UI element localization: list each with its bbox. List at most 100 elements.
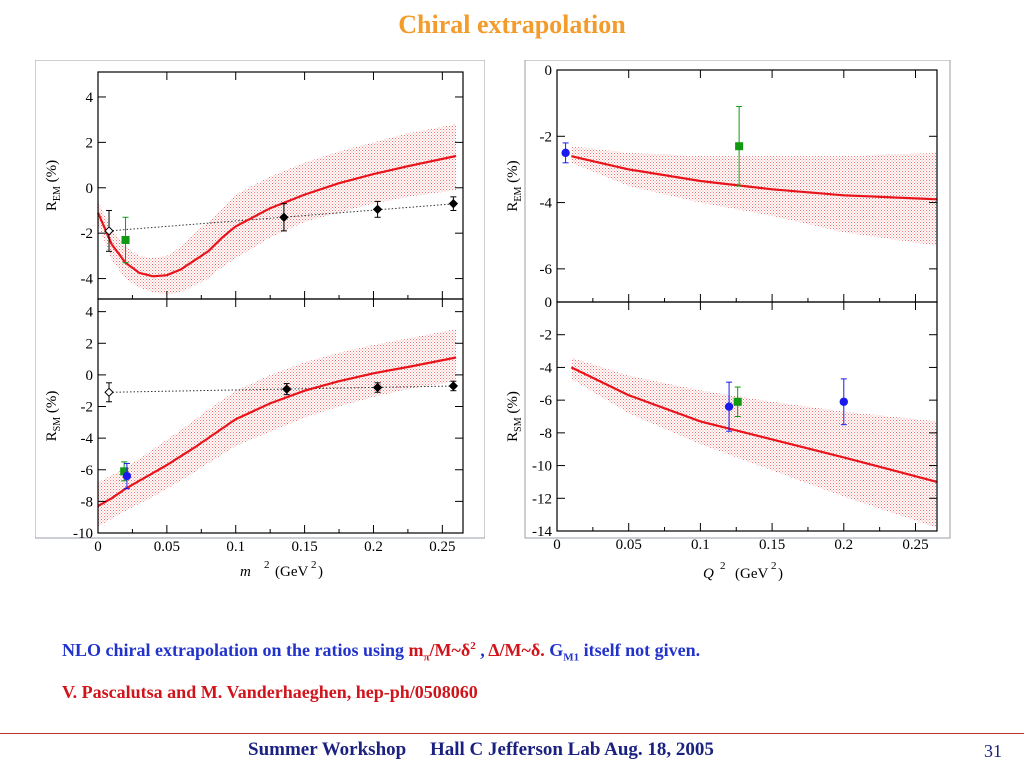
y-tick-label: 2: [86, 135, 94, 151]
figure-right-frame: [524, 60, 951, 539]
y-tick-label: 0: [545, 63, 553, 79]
x-tick-label: 0.15: [759, 537, 785, 553]
slide-title: Chiral extrapolation: [398, 10, 626, 39]
y-tick-label: -10: [73, 526, 93, 542]
y-tick-label: 4: [86, 305, 94, 321]
y-axis-label: REM (%): [44, 160, 63, 211]
data-point-square: [733, 397, 742, 406]
data-point-square: [735, 142, 744, 151]
x-tick-label: 0.2: [834, 537, 853, 553]
x-axis-close: ): [318, 564, 323, 580]
x-tick-label: 0: [94, 539, 102, 555]
y-tick-label: -12: [532, 491, 552, 507]
y-tick-label: 4: [86, 90, 94, 106]
data-point-circle: [561, 148, 570, 158]
footer-text: Summer Workshop Hall C Jefferson Lab Aug…: [248, 739, 714, 760]
y-tick-label: 0: [545, 295, 553, 311]
data-point-square: [120, 467, 129, 476]
figure-left: -4 -2 0 2 4 REM (%) -10 -8 -6 -4 -2 0 2 4 0 0.05 0.1 0.1…: [35, 60, 485, 580]
y-tick-label: -4: [81, 431, 94, 447]
y-tick-label: -2: [540, 328, 553, 344]
y-tick-label: 0: [86, 368, 94, 384]
nlo-curve: [97, 356, 457, 508]
y-tick-label: -2: [81, 400, 94, 416]
x-axis-unit: (GeV: [275, 564, 308, 580]
nlo-curve: [570, 366, 938, 483]
plot-frame: [556, 301, 938, 532]
data-point-diamond: [279, 212, 289, 222]
y-tick-label: -6: [81, 463, 94, 479]
plot-frame: [97, 298, 464, 534]
x-tick-label: 0.1: [691, 537, 710, 553]
figure-right: -6 -4 -2 0 REM (%) -14 -12 -10 -8 -6 -4 -2 0 0 0.05 0.…: [505, 60, 951, 582]
y-axis-label: RSM (%): [505, 391, 524, 442]
y-axis-label: REM (%): [505, 160, 524, 211]
uncertainty-band: [571, 357, 937, 528]
y-tick-label: -8: [81, 494, 94, 510]
x-tick-label: 0.05: [154, 539, 180, 555]
x-axis-label-right: Q 2 (GeV 2 ): [703, 560, 783, 582]
data-point-diamond: [104, 226, 114, 236]
caption-delta: Δ/M~δ.: [488, 640, 545, 660]
uncertainty-band: [98, 124, 457, 295]
x-tick-label: 0.25: [429, 539, 455, 555]
nlo-curve: [571, 155, 938, 201]
x-axis-unit: (GeV: [735, 566, 768, 582]
x-tick-label: 0.25: [902, 537, 928, 553]
x-tick-label: 0.1: [226, 539, 245, 555]
data-point-diamond: [372, 204, 383, 215]
y-tick-label: -4: [81, 272, 94, 288]
x-axis-close: ): [778, 566, 783, 582]
caption-text-2: G: [544, 640, 564, 660]
nlo-curve: [96, 154, 457, 278]
citation: V. Pascalutsa and M. Vanderhaeghen, hep-…: [62, 682, 478, 702]
x-axis-var: Q: [703, 566, 714, 582]
y-tick-label: -2: [81, 226, 94, 242]
caption-text-1: NLO chiral extrapolation on the ratios u…: [62, 640, 409, 660]
x-axis-var: m: [240, 564, 251, 580]
panel-rsm-vs-mpi: -10 -8 -6 -4 -2 0 2 4 0 0.05 0.1 0.15 0.2 0.25 RSM (%): [44, 298, 464, 555]
x-tick-label: 0.15: [291, 539, 317, 555]
x-tick-label: 0.05: [616, 537, 642, 553]
data-point-diamond: [448, 198, 459, 209]
data-point-diamond: [281, 384, 292, 394]
x-axis-unit-exp: 2: [311, 559, 317, 571]
caption-mpi: mπ/M~δ2: [408, 640, 476, 664]
caption: NLO chiral extrapolation on the ratios u…: [62, 640, 1002, 664]
caption-sep: ,: [475, 640, 489, 660]
y-tick-label: -6: [540, 393, 553, 409]
x-axis-var-exp: 2: [264, 559, 270, 571]
y-tick-label: -4: [540, 196, 553, 212]
y-tick-label: -8: [540, 426, 553, 442]
y-tick-label: -4: [540, 360, 553, 376]
y-tick-label: -14: [532, 524, 552, 540]
y-tick-label: -10: [532, 459, 552, 475]
x-tick-label: 0.2: [364, 539, 383, 555]
y-tick-label: -6: [540, 262, 553, 278]
panel-rem-vs-q2: -6 -4 -2 0 REM (%): [505, 63, 938, 303]
y-tick-label: -2: [540, 129, 553, 145]
caption-text-3: itself not given.: [579, 640, 701, 660]
panel-rem-vs-mpi: -4 -2 0 2 4 REM (%): [44, 71, 464, 300]
page-number: 31: [984, 741, 1002, 761]
uncertainty-band: [571, 146, 937, 246]
data-point-circle: [839, 397, 848, 406]
x-axis-label-left: m 2 (GeV 2 ): [240, 559, 323, 580]
data-point-circle: [122, 471, 132, 481]
panel-rsm-vs-q2: -14 -12 -10 -8 -6 -4 -2 0 0 0.05 0.1 0.15 0.2 0.25 RSM…: [505, 295, 938, 553]
x-axis-unit-exp: 2: [771, 560, 777, 572]
data-point-square: [121, 235, 130, 244]
data-point-diamond: [104, 387, 114, 397]
footer-divider: [0, 733, 1024, 734]
y-axis-label: RSM (%): [44, 391, 63, 442]
x-tick-label: 0: [553, 537, 561, 553]
figure-left-frame: [35, 60, 485, 539]
y-tick-label: 0: [86, 181, 94, 197]
data-point-circle: [724, 402, 734, 411]
y-tick-label: 2: [86, 336, 94, 352]
data-point-diamond: [448, 381, 459, 391]
x-axis-var-exp: 2: [720, 560, 726, 572]
uncertainty-band: [98, 329, 457, 527]
caption-gm1-sub: M1: [563, 651, 580, 664]
data-point-diamond: [372, 382, 383, 393]
